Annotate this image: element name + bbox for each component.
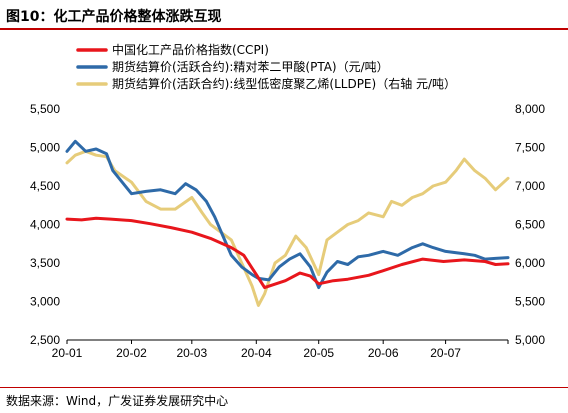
- x-tick-label: 20-04: [241, 346, 272, 360]
- y-right-tick-label: 7,500: [515, 141, 545, 155]
- chart-legend: 中国化工产品价格指数(CCPI) 期货结算价(活跃合约):精对苯二甲酸(PTA)（…: [76, 42, 456, 91]
- legend-label-pta: 期货结算价(活跃合约):精对苯二甲酸(PTA)（元/吨）: [112, 59, 389, 74]
- y-right-tick-label: 6,500: [515, 218, 545, 232]
- series-line-pta: [65, 139, 510, 290]
- y-right-tick-label: 8,000: [515, 102, 545, 116]
- y-left-tick-label: 4,000: [30, 218, 60, 232]
- y-left-tick-label: 2,500: [30, 333, 60, 347]
- chart-axes: [66, 339, 509, 344]
- y-left-tick-label: 5,000: [30, 141, 60, 155]
- series-line-ccpi: [65, 216, 510, 290]
- y-right-tick-label: 5,000: [515, 333, 545, 347]
- legend-label-lldpe: 期货结算价(活跃合约):线型低密度聚乙烯(LLDPE)（右轴 元/吨）: [112, 76, 456, 91]
- x-tick-label: 20-03: [176, 346, 207, 360]
- footer-rule: [0, 387, 568, 388]
- y-left-tick-label: 3,500: [30, 256, 60, 270]
- series-line-lldpe: [65, 149, 510, 307]
- figure-title: 图10：化工产品价格整体涨跌互现: [6, 9, 222, 25]
- chart-series: [65, 139, 510, 307]
- y-left-tick-label: 5,500: [30, 102, 60, 116]
- chart-tick-labels: 2,500 3,000 3,500 4,000 4,500 5,000 5,500 5,000…: [30, 102, 545, 360]
- line-chart: 中国化工产品价格指数(CCPI) 期货结算价(活跃合约):精对苯二甲酸(PTA)（…: [30, 42, 545, 360]
- legend-label-ccpi: 中国化工产品价格指数(CCPI): [112, 42, 269, 57]
- y-left-tick-label: 3,000: [30, 295, 60, 309]
- title-underline: [0, 28, 568, 30]
- y-right-tick-label: 6,000: [515, 256, 545, 270]
- x-tick-label: 20-01: [52, 346, 83, 360]
- y-right-tick-label: 5,500: [515, 295, 545, 309]
- y-right-tick-label: 7,000: [515, 179, 545, 193]
- x-tick-label: 20-05: [303, 346, 334, 360]
- x-tick-label: 20-02: [116, 346, 147, 360]
- x-tick-label: 20-06: [368, 346, 399, 360]
- y-left-tick-label: 4,500: [30, 179, 60, 193]
- figure-title-bar: 图10：化工产品价格整体涨跌互现: [0, 0, 568, 30]
- x-tick-label: 20-07: [430, 346, 461, 360]
- source-note: 数据来源：Wind，广发证券发展研究中心: [6, 394, 229, 408]
